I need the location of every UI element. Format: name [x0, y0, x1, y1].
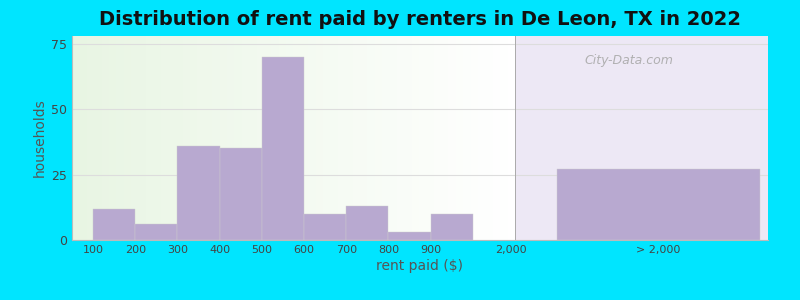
Bar	[374, 36, 382, 240]
Bar	[227, 36, 234, 240]
Bar	[315, 36, 323, 240]
Bar	[135, 224, 178, 240]
Bar	[507, 36, 515, 240]
Bar	[301, 36, 308, 240]
Bar	[397, 36, 404, 240]
Bar	[390, 36, 397, 240]
Bar	[138, 36, 146, 240]
Bar	[463, 36, 470, 240]
Bar	[294, 36, 301, 240]
Title: Distribution of rent paid by renters in De Leon, TX in 2022: Distribution of rent paid by renters in …	[99, 10, 741, 29]
Bar	[257, 36, 264, 240]
Bar	[131, 36, 138, 240]
Bar	[72, 36, 79, 240]
Bar	[500, 36, 507, 240]
Bar	[94, 36, 102, 240]
Bar	[93, 208, 135, 240]
Bar	[419, 36, 426, 240]
Bar	[360, 36, 367, 240]
Bar	[286, 36, 294, 240]
Bar	[175, 36, 182, 240]
Bar	[146, 36, 154, 240]
Bar	[242, 36, 249, 240]
Bar	[278, 36, 286, 240]
Bar	[441, 36, 449, 240]
Bar	[271, 36, 278, 240]
Bar	[190, 36, 198, 240]
Bar	[323, 36, 330, 240]
Bar	[434, 36, 441, 240]
Bar	[367, 36, 374, 240]
Bar	[116, 36, 124, 240]
Bar	[168, 36, 175, 240]
Bar	[426, 36, 434, 240]
Bar	[486, 36, 493, 240]
Bar	[109, 36, 116, 240]
Bar	[382, 36, 390, 240]
Bar	[304, 214, 346, 240]
Bar	[86, 36, 94, 240]
Bar	[198, 36, 205, 240]
Bar	[212, 36, 220, 240]
Bar	[515, 36, 768, 240]
Bar	[220, 148, 262, 240]
Bar	[234, 36, 242, 240]
Bar	[79, 36, 86, 240]
Bar	[338, 36, 345, 240]
Bar	[345, 36, 353, 240]
Bar	[478, 36, 486, 240]
Bar	[262, 57, 304, 240]
Bar	[493, 36, 500, 240]
Bar	[557, 169, 759, 240]
Bar	[430, 214, 473, 240]
Y-axis label: households: households	[33, 99, 47, 177]
Bar	[404, 36, 411, 240]
Bar	[264, 36, 271, 240]
Bar	[178, 146, 220, 240]
Bar	[102, 36, 109, 240]
Bar	[220, 36, 227, 240]
Bar	[330, 36, 338, 240]
Bar	[353, 36, 360, 240]
Bar	[308, 36, 315, 240]
Bar	[456, 36, 463, 240]
Bar	[411, 36, 419, 240]
Bar	[182, 36, 190, 240]
X-axis label: rent paid ($): rent paid ($)	[377, 259, 463, 273]
Bar	[346, 206, 388, 240]
Bar	[249, 36, 257, 240]
Bar	[161, 36, 168, 240]
Bar	[205, 36, 212, 240]
Bar	[470, 36, 478, 240]
Bar	[124, 36, 131, 240]
Text: City-Data.com: City-Data.com	[584, 54, 674, 67]
Bar	[449, 36, 456, 240]
Bar	[388, 232, 430, 240]
Bar	[154, 36, 161, 240]
